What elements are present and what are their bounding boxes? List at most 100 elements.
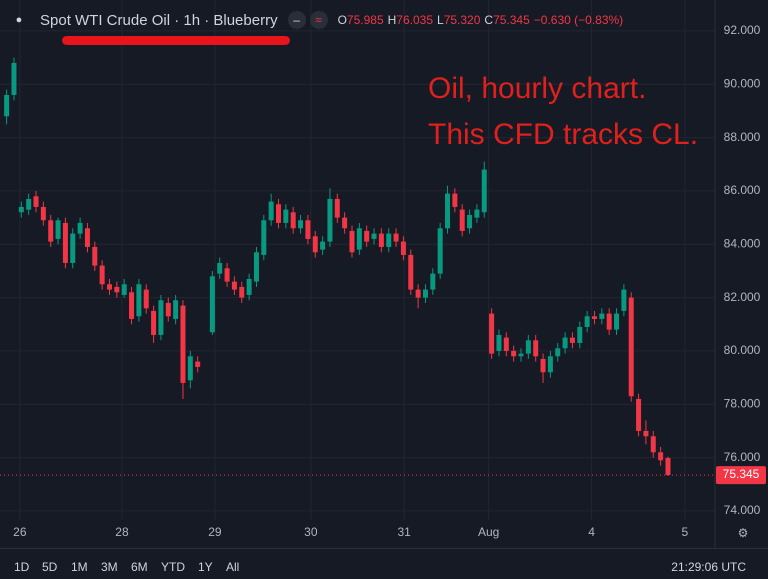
indicator-icon[interactable]: ≈ <box>309 11 328 29</box>
candle-body <box>261 220 267 255</box>
candle-body <box>636 398 642 431</box>
candle-body <box>364 230 370 242</box>
candle-body <box>320 241 326 250</box>
ohlc-value: 75.320 <box>443 13 481 27</box>
candle-body <box>26 198 32 210</box>
ohlc-key: L <box>437 13 444 27</box>
candle-body <box>62 222 68 263</box>
candle-body <box>246 278 252 295</box>
candle-body <box>452 193 458 207</box>
x-tick-label: 28 <box>115 525 129 539</box>
candle-body <box>621 289 627 311</box>
candle-body <box>209 276 215 333</box>
y-tick-label: 86.000 <box>724 183 761 197</box>
chart-title: Spot WTI Crude Oil · 1h · Blueberry <box>40 11 278 29</box>
x-tick-label: 30 <box>304 525 318 539</box>
ohlc-key: H <box>387 13 397 27</box>
range-button[interactable]: 6M <box>131 560 148 574</box>
candle-body <box>533 340 539 357</box>
ohlc-values: O75.985 H76.035 L75.320 C75.345 −0.630 (−0.8… <box>338 13 624 27</box>
candle-body <box>614 313 620 330</box>
candle-body <box>342 217 348 229</box>
candle-body <box>503 337 509 351</box>
ohlc-value: 75.985 <box>346 13 384 27</box>
range-button[interactable]: All <box>226 560 240 574</box>
candle-body <box>40 206 46 221</box>
candle-body <box>378 233 384 247</box>
x-tick-label: Aug <box>478 525 499 539</box>
candle-body <box>239 286 245 298</box>
candle-body <box>55 220 61 239</box>
candle-body <box>129 292 135 319</box>
candle-body <box>195 361 201 367</box>
candle-body <box>276 204 282 223</box>
candle-body <box>231 281 237 290</box>
ohlc-value: 76.035 <box>396 13 433 27</box>
legend-header: ● Spot WTI Crude Oil · 1h · Blueberry – … <box>10 11 623 29</box>
ohlc-key: C <box>484 13 494 27</box>
candle-body <box>312 236 318 253</box>
last-price-box <box>716 466 766 485</box>
candle-body <box>643 430 649 437</box>
range-button[interactable]: 1D <box>14 560 30 574</box>
candle-body <box>415 289 421 298</box>
y-tick-label: 76.000 <box>724 450 761 464</box>
x-tick-label: 4 <box>588 525 595 539</box>
candle-body <box>99 265 105 285</box>
candle-body <box>151 310 157 335</box>
candle-body <box>136 284 142 317</box>
candle-body <box>430 273 436 290</box>
candle-body <box>591 316 597 319</box>
candle-body <box>356 228 362 250</box>
range-button[interactable]: 1Y <box>198 560 213 574</box>
candle-body <box>599 313 605 319</box>
candle-body <box>562 337 568 349</box>
candle-body <box>11 62 17 95</box>
ohlc-item: H76.035 <box>388 13 433 27</box>
x-tick-label: 26 <box>13 525 27 539</box>
candle-body <box>474 209 480 218</box>
candle-body <box>393 233 399 242</box>
candle-body <box>349 230 355 253</box>
candle-body <box>106 284 112 290</box>
range-button[interactable]: 5D <box>42 560 58 574</box>
y-tick-label: 80.000 <box>724 343 761 357</box>
candle-body <box>489 313 495 354</box>
candle-body <box>511 350 517 357</box>
change-value: −0.630 (−0.83%) <box>533 13 624 27</box>
annotation: This CFD tracks CL. <box>428 118 699 151</box>
candle-body <box>371 233 377 239</box>
clock: 21:29:06 UTC <box>671 560 746 574</box>
range-button[interactable]: YTD <box>161 560 185 574</box>
candle-body <box>290 212 296 229</box>
candle-body <box>48 220 54 242</box>
candle-body <box>334 198 340 218</box>
candle-body <box>4 94 10 117</box>
last-price-label: 75.345 <box>723 467 760 481</box>
candle-body <box>173 300 179 319</box>
ohlc-item: L75.320 <box>437 13 480 27</box>
candle-body <box>518 353 524 357</box>
candle-body <box>253 252 259 282</box>
candle-body <box>224 268 230 282</box>
y-tick-label: 82.000 <box>724 290 761 304</box>
highlight-underline <box>62 36 290 45</box>
candle-body <box>84 228 90 247</box>
x-tick-label: 5 <box>682 525 689 539</box>
range-button[interactable]: 1M <box>71 560 88 574</box>
candle-body <box>158 300 164 335</box>
candle-body <box>386 233 392 247</box>
ohlc-item: C75.345 <box>484 13 529 27</box>
range-button[interactable]: 3M <box>101 560 118 574</box>
candle-body <box>400 241 406 255</box>
x-tick-label: 29 <box>208 525 222 539</box>
candle-body <box>540 358 546 373</box>
candle-body <box>305 220 311 239</box>
drop-icon: ● <box>15 14 23 26</box>
toggle-icon[interactable]: – <box>287 11 306 29</box>
y-tick-label: 84.000 <box>724 236 761 250</box>
candle-body <box>18 206 24 213</box>
y-tick-label: 74.000 <box>724 503 761 517</box>
candle-body <box>650 436 656 453</box>
candle-body <box>525 340 531 354</box>
